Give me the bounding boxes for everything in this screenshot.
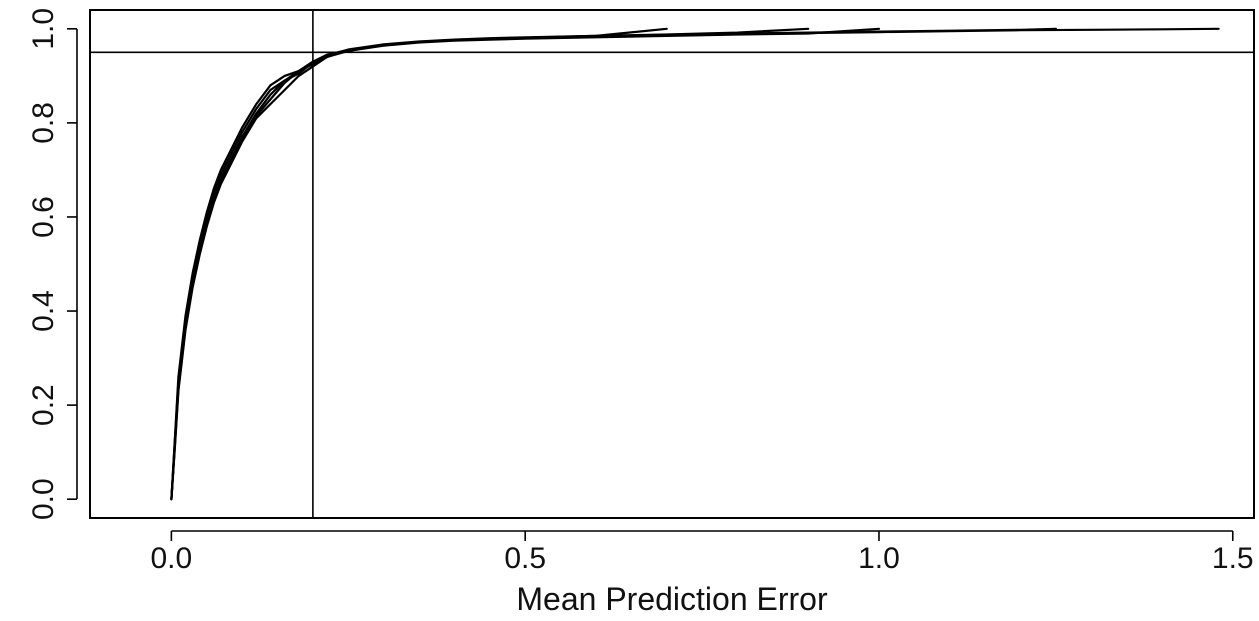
x-tick-label: 1.0 <box>858 542 900 575</box>
y-tick-label: 0.8 <box>27 102 60 144</box>
x-tick-label: 0.0 <box>151 542 193 575</box>
series-line-3 <box>170 27 881 501</box>
series-layer <box>170 27 1220 501</box>
y-tick-label: 0.0 <box>27 478 60 520</box>
series-line-2 <box>170 27 1058 501</box>
series-line-1 <box>170 27 1220 501</box>
y-tick-label: 0.6 <box>27 196 60 238</box>
y-tick-label: 0.2 <box>27 384 60 426</box>
plot-frame <box>89 9 1255 519</box>
x-tick-label: 1.5 <box>1212 542 1254 575</box>
reference-lines <box>90 10 1254 518</box>
x-axis-title: Mean Prediction Error <box>516 581 828 617</box>
axes: 0.0 0.5 1.0 1.5 0.0 0.2 0.4 0.6 0.8 1.0 <box>27 8 1254 575</box>
y-tick-label: 0.4 <box>27 290 60 332</box>
x-tick-label: 0.5 <box>504 542 546 575</box>
series-line-5 <box>170 27 668 501</box>
y-tick-label: 1.0 <box>27 8 60 50</box>
